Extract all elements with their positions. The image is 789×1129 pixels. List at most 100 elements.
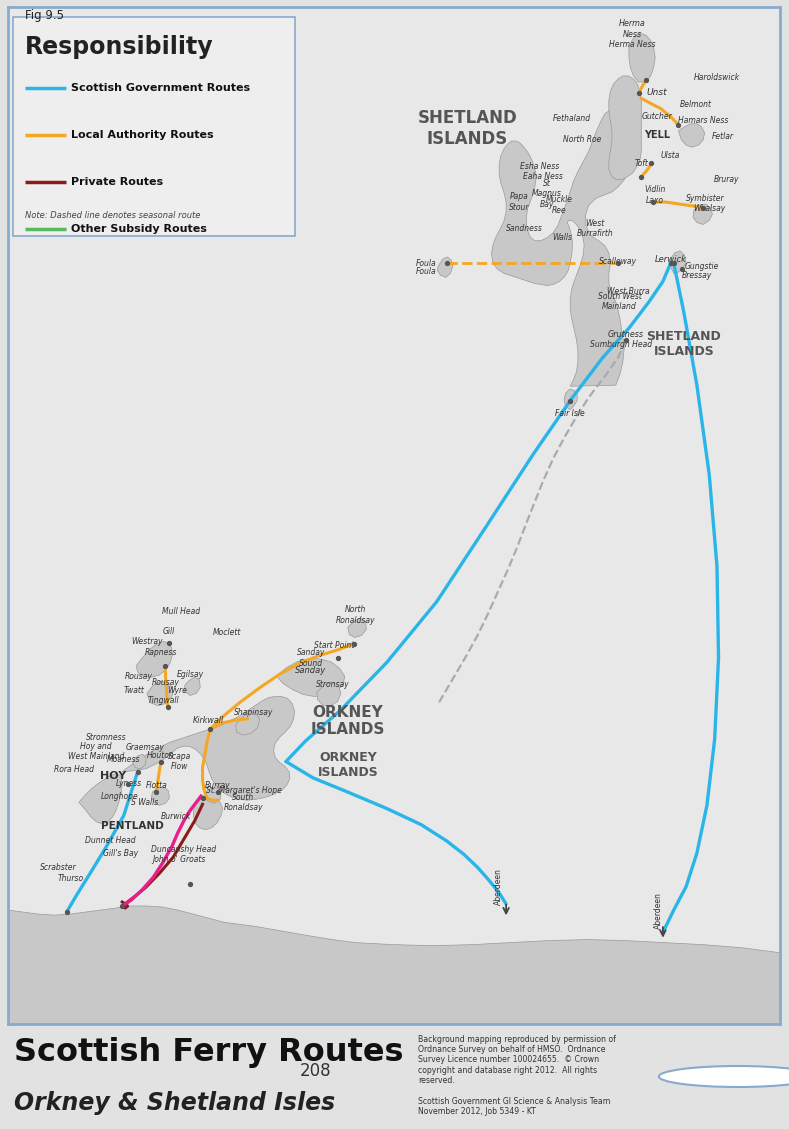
Text: ORKNEY
ISLANDS: ORKNEY ISLANDS [311,704,385,737]
Text: West Burra: West Burra [607,287,649,296]
Text: Rora Head: Rora Head [54,765,95,774]
Polygon shape [679,124,705,147]
Text: Responsibility: Responsibility [25,35,214,59]
Text: Kirkwall: Kirkwall [193,717,224,725]
Polygon shape [133,754,146,769]
Polygon shape [236,711,260,735]
Text: Gungstie: Gungstie [684,262,719,271]
Text: PENTLAND: PENTLAND [101,821,163,831]
Text: Rapness: Rapness [144,648,177,657]
Text: Local Authority Routes: Local Authority Routes [71,130,214,140]
Text: Walls: Walls [552,234,573,243]
Text: Scrabster: Scrabster [39,863,77,872]
Polygon shape [609,76,641,180]
Text: Papa
Stour: Papa Stour [509,192,529,212]
Text: SHETLAND
ISLANDS: SHETLAND ISLANDS [417,110,518,148]
Text: Hamars Ness: Hamars Ness [678,116,728,125]
Text: Westray: Westray [131,637,163,646]
Text: Sanday: Sanday [295,665,327,674]
Text: Esha Ness: Esha Ness [520,161,559,170]
Text: Eaha Ness: Eaha Ness [523,172,563,181]
Text: Tingwall: Tingwall [148,695,180,704]
Text: Fetlar: Fetlar [712,132,734,141]
Text: Start Point: Start Point [314,641,354,650]
FancyBboxPatch shape [13,17,295,236]
Text: Lyness: Lyness [115,779,141,788]
Text: Hoy and
West Mainland: Hoy and West Mainland [68,742,124,761]
Text: Sanday
Sound: Sanday Sound [297,648,325,667]
Polygon shape [205,788,221,803]
Text: Grutness: Grutness [608,330,644,339]
Text: Muckle
Ree: Muckle Ree [546,195,573,215]
Text: South
Ronaldsay: South Ronaldsay [224,793,264,812]
Text: YELL: YELL [644,130,670,140]
Text: Gill's Bay: Gill's Bay [103,849,138,858]
Text: S Walls: S Walls [131,798,159,807]
Text: Shapinsay: Shapinsay [234,708,273,717]
Text: SHETLAND
ISLANDS: SHETLAND ISLANDS [646,331,721,359]
Polygon shape [348,619,366,638]
Text: South West
Mainland: South West Mainland [598,292,641,312]
Text: Haroldswick: Haroldswick [694,73,740,82]
Text: Note: Dashed line denotes seasonal route: Note: Dashed line denotes seasonal route [25,211,200,220]
Text: Rousay: Rousay [151,677,179,686]
Text: Egilsay: Egilsay [177,669,204,679]
Text: Scottish Government Routes: Scottish Government Routes [71,84,250,94]
Text: Graemsay: Graemsay [126,743,165,752]
Polygon shape [492,111,634,386]
Polygon shape [79,773,122,824]
Text: Stromness: Stromness [87,733,127,742]
Text: Aberdeen: Aberdeen [654,892,663,928]
Text: Flotta: Flotta [145,781,167,790]
Text: Unst: Unst [646,88,667,97]
Text: St. Margaret's Hope: St. Margaret's Hope [206,786,282,795]
Text: Orkney & Shetland Isles: Orkney & Shetland Isles [14,1092,335,1115]
Text: Background mapping reproduced by permission of
Ordnance Survey on behalf of HMSO: Background mapping reproduced by permiss… [418,1034,616,1117]
Text: Moclett: Moclett [213,628,241,637]
Text: Private Routes: Private Routes [71,177,163,186]
Polygon shape [317,682,341,706]
Text: Other Subsidy Routes: Other Subsidy Routes [71,224,207,234]
Text: 208: 208 [300,1062,331,1080]
Text: Scapa
Flow: Scapa Flow [168,752,191,771]
Polygon shape [693,204,712,225]
Text: Thurso: Thurso [58,874,84,883]
Text: Sumburgh Head: Sumburgh Head [590,340,653,349]
Text: St
Magnus
Bay: St Magnus Bay [532,180,562,209]
Text: HOY: HOY [100,771,126,781]
Text: North
Ronaldsay: North Ronaldsay [336,605,376,624]
Text: Burray: Burray [205,781,230,790]
Text: North Roe: North Roe [563,134,602,143]
Text: Gutcher: Gutcher [641,112,672,121]
Polygon shape [277,659,345,697]
Text: Ulsta: Ulsta [661,151,680,160]
Text: Herma
Ness: Herma Ness [619,19,645,38]
Text: Wyre: Wyre [167,685,187,694]
Text: Bruray: Bruray [713,175,739,184]
Text: John o' Groats: John o' Groats [153,855,206,864]
Text: Lerwick: Lerwick [655,254,686,263]
Polygon shape [629,33,655,82]
Text: Foula: Foula [417,266,437,275]
Text: Houton: Houton [147,751,174,760]
Text: Herma Ness: Herma Ness [609,40,655,49]
Polygon shape [151,787,170,805]
Text: Fair Isle: Fair Isle [555,409,585,418]
Text: Burwick: Burwick [160,812,191,821]
Text: Stronsay: Stronsay [316,680,349,689]
Text: Longhope: Longhope [101,791,139,800]
Text: Symbister: Symbister [686,193,725,202]
Polygon shape [671,251,686,273]
Text: Bressay: Bressay [682,271,712,280]
Text: Vidlin
Laxo: Vidlin Laxo [645,185,666,204]
Text: Whalsay: Whalsay [693,203,725,212]
Text: ORKNEY
ISLANDS: ORKNEY ISLANDS [317,751,378,779]
Polygon shape [193,796,222,830]
Text: Toft: Toft [634,159,649,168]
Polygon shape [122,697,294,800]
Polygon shape [147,681,174,706]
Circle shape [659,1066,789,1087]
Text: Fig 9.5: Fig 9.5 [25,9,64,21]
Polygon shape [185,677,200,695]
Text: Aberdeen: Aberdeen [494,868,503,905]
